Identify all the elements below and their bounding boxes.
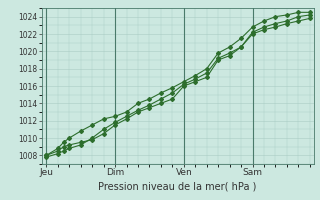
X-axis label: Pression niveau de la mer( hPa ): Pression niveau de la mer( hPa ) (99, 181, 257, 191)
